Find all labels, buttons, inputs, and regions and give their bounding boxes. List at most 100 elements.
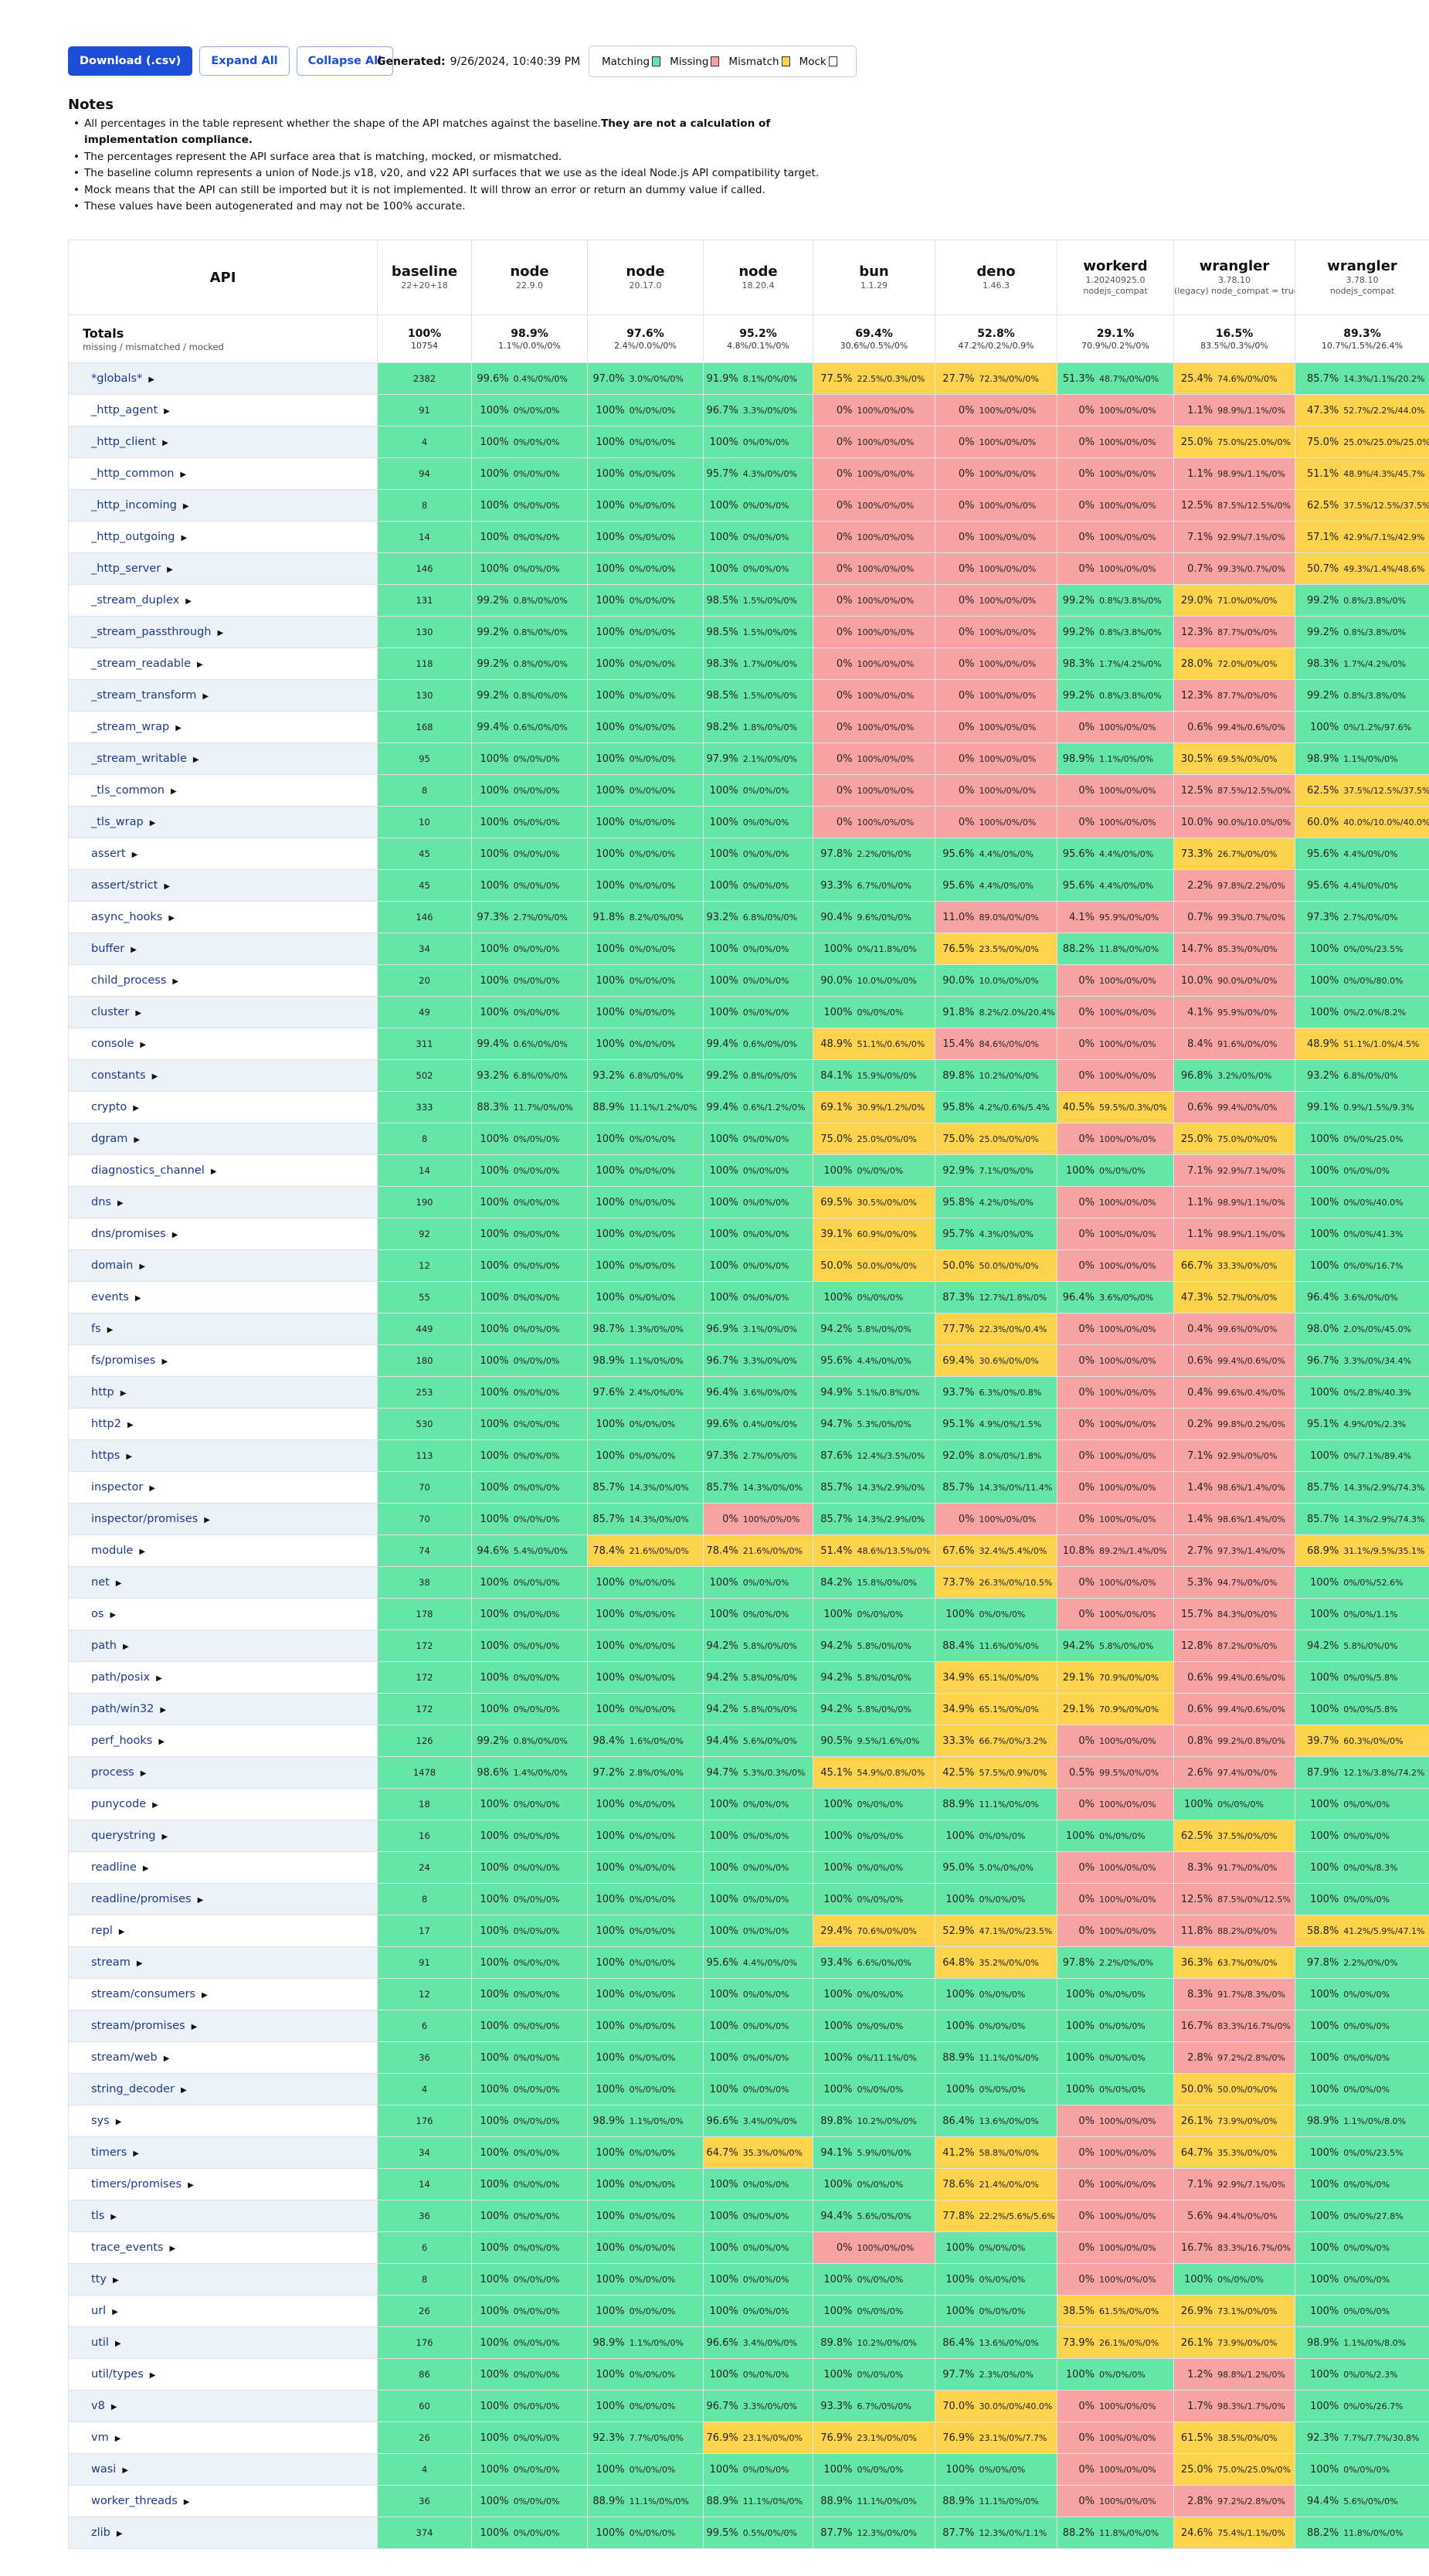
api-name-link[interactable]: v8 (91, 2400, 105, 2412)
table-row[interactable]: path/win32 ▶ 172 100% 0%/0%/0% 100% 0%/0%/0% 94… (68, 1693, 1429, 1725)
expand-arrow-icon[interactable]: ▶ (185, 597, 192, 606)
api-name-link[interactable]: _http_common (91, 467, 175, 480)
table-row[interactable]: _http_common ▶ 94 100% 0%/0%/0% 100% 0%/0%/0% 9… (68, 457, 1429, 490)
table-row[interactable]: vm ▶ 26 100% 0%/0%/0% 92.3% 7.7%/0%/0% 76.9% 23.… (68, 2421, 1429, 2454)
table-row[interactable]: diagnostics_channel ▶ 14 100% 0%/0%/0% 100% 0%… (68, 1154, 1429, 1187)
table-row[interactable]: dns/promises ▶ 92 100% 0%/0%/0% 100% 0%/0%/0% 1… (68, 1218, 1429, 1250)
api-name-link[interactable]: url (91, 2305, 107, 2317)
expand-arrow-icon[interactable]: ▶ (204, 1516, 210, 1524)
api-name-cell[interactable]: _stream_passthrough ▶ (68, 616, 378, 648)
expand-arrow-icon[interactable]: ▶ (167, 566, 173, 574)
api-name-link[interactable]: readline (91, 1861, 137, 1874)
expand-arrow-icon[interactable]: ▶ (156, 1674, 162, 1683)
api-name-link[interactable]: _stream_passthrough (91, 626, 212, 638)
api-name-cell[interactable]: path ▶ (68, 1630, 378, 1662)
api-name-cell[interactable]: _http_incoming ▶ (68, 489, 378, 522)
expand-arrow-icon[interactable]: ▶ (118, 1928, 125, 1936)
api-name-link[interactable]: module (91, 1545, 134, 1557)
api-name-cell[interactable]: _stream_transform ▶ (68, 679, 378, 712)
api-name-link[interactable]: os (91, 1608, 104, 1620)
table-row[interactable]: _http_server ▶ 146 100% 0%/0%/0% 100% 0%/0%/0%… (68, 552, 1429, 585)
column-header-bun[interactable]: bun 1.1.29 (813, 240, 935, 315)
api-name-cell[interactable]: _http_server ▶ (68, 552, 378, 585)
api-name-link[interactable]: inspector (91, 1481, 144, 1494)
api-name-cell[interactable]: inspector ▶ (68, 1471, 378, 1504)
api-name-cell[interactable]: path/win32 ▶ (68, 1693, 378, 1725)
api-name-link[interactable]: util (91, 2336, 109, 2349)
expand-arrow-icon[interactable]: ▶ (148, 376, 154, 384)
collapse-all-button[interactable]: Collapse All (296, 46, 394, 76)
table-row[interactable]: _http_incoming ▶ 8 100% 0%/0%/0% 100% 0%/0%/0%… (68, 489, 1429, 522)
api-name-link[interactable]: stream (91, 1956, 131, 1969)
api-name-cell[interactable]: _tls_wrap ▶ (68, 806, 378, 838)
download-csv-button[interactable]: Download (.csv) (68, 46, 193, 76)
api-name-cell[interactable]: trace_events ▶ (68, 2231, 378, 2264)
api-name-cell[interactable]: readline ▶ (68, 1851, 378, 1884)
table-row[interactable]: util ▶ 176 100% 0%/0%/0% 98.9% 1.1%/0%/0% 96.6%… (68, 2326, 1429, 2359)
api-name-cell[interactable]: _stream_readable ▶ (68, 647, 378, 680)
table-row[interactable]: readline/promises ▶ 8 100% 0%/0%/0% 100% 0%/0%… (68, 1883, 1429, 1915)
expand-arrow-icon[interactable]: ▶ (162, 439, 168, 447)
api-name-cell[interactable]: _stream_writable ▶ (68, 743, 378, 775)
expand-arrow-icon[interactable]: ▶ (188, 2181, 194, 2190)
api-name-link[interactable]: wasi (91, 2463, 117, 2476)
table-row[interactable]: tty ▶ 8 100% 0%/0%/0% 100% 0%/0%/0% 100% 0%/0%/0… (68, 2263, 1429, 2296)
table-row[interactable]: _stream_passthrough ▶ 130 99.2% 0.8%/0%/0% 10… (68, 616, 1429, 648)
api-name-link[interactable]: path/posix (91, 1671, 151, 1684)
expand-arrow-icon[interactable]: ▶ (191, 2023, 198, 2031)
table-row[interactable]: buffer ▶ 34 100% 0%/0%/0% 100% 0%/0%/0% 100% 0%/… (68, 933, 1429, 965)
api-name-cell[interactable]: _http_outgoing ▶ (68, 521, 378, 553)
expand-arrow-icon[interactable]: ▶ (197, 661, 203, 669)
table-row[interactable]: string_decoder ▶ 4 100% 0%/0%/0% 100% 0%/0%/0%… (68, 2073, 1429, 2105)
api-name-link[interactable]: sys (91, 2115, 110, 2127)
expand-arrow-icon[interactable]: ▶ (122, 2466, 129, 2475)
column-header-wrangler[interactable]: wrangler 3.78.10 nodejs_compat (1295, 240, 1429, 315)
api-name-link[interactable]: http2 (91, 1418, 121, 1430)
expand-arrow-icon[interactable]: ▶ (110, 2213, 117, 2221)
api-name-link[interactable]: _stream_transform (91, 689, 197, 702)
expand-arrow-icon[interactable]: ▶ (142, 1864, 149, 1873)
table-row[interactable]: timers ▶ 34 100% 0%/0%/0% 100% 0%/0%/0% 64.7% 35… (68, 2136, 1429, 2169)
expand-all-button[interactable]: Expand All (199, 46, 290, 76)
table-row[interactable]: tls ▶ 36 100% 0%/0%/0% 100% 0%/0%/0% 100% 0%/0%/… (68, 2200, 1429, 2232)
api-name-cell[interactable]: querystring ▶ (68, 1820, 378, 1852)
api-name-cell[interactable]: wasi ▶ (68, 2453, 378, 2486)
api-name-link[interactable]: *globals* (91, 372, 143, 385)
expand-arrow-icon[interactable]: ▶ (163, 2054, 170, 2063)
table-row[interactable]: constants ▶ 502 93.2% 6.8%/0%/0% 93.2% 6.8%/0%… (68, 1059, 1429, 1092)
table-row[interactable]: trace_events ▶ 6 100% 0%/0%/0% 100% 0%/0%/0% 10… (68, 2231, 1429, 2264)
api-name-cell[interactable]: punycode ▶ (68, 1788, 378, 1820)
expand-arrow-icon[interactable]: ▶ (152, 1801, 158, 1810)
api-name-link[interactable]: tls (91, 2210, 105, 2222)
api-name-link[interactable]: assert (91, 848, 126, 860)
api-name-link[interactable]: string_decoder (91, 2083, 175, 2095)
table-row[interactable]: _tls_common ▶ 8 100% 0%/0%/0% 100% 0%/0%/0% 100… (68, 774, 1429, 807)
expand-arrow-icon[interactable]: ▶ (164, 882, 171, 891)
expand-arrow-icon[interactable]: ▶ (112, 2276, 119, 2285)
table-row[interactable]: stream/consumers ▶ 12 100% 0%/0%/0% 100% 0%/0%… (68, 1978, 1429, 2010)
api-name-link[interactable]: trace_events (91, 2241, 164, 2254)
expand-arrow-icon[interactable]: ▶ (112, 2308, 118, 2316)
column-header-node[interactable]: node 20.17.0 (587, 240, 704, 315)
expand-arrow-icon[interactable]: ▶ (158, 1738, 165, 1746)
table-row[interactable]: _stream_readable ▶ 118 99.2% 0.8%/0%/0% 100% 0… (68, 647, 1429, 680)
api-name-link[interactable]: net (91, 1576, 110, 1589)
table-row[interactable]: console ▶ 311 99.4% 0.6%/0%/0% 100% 0%/0%/0% 99… (68, 1028, 1429, 1060)
api-name-link[interactable]: _tls_common (91, 784, 165, 797)
api-name-link[interactable]: domain (91, 1259, 134, 1272)
api-name-cell[interactable]: events ▶ (68, 1281, 378, 1313)
table-row[interactable]: timers/promises ▶ 14 100% 0%/0%/0% 100% 0%/0%/… (68, 2168, 1429, 2200)
api-name-cell[interactable]: process ▶ (68, 1756, 378, 1789)
api-name-link[interactable]: inspector/promises (91, 1513, 199, 1525)
table-row[interactable]: perf_hooks ▶ 126 99.2% 0.8%/0%/0% 98.4% 1.6%/0… (68, 1725, 1429, 1757)
api-name-link[interactable]: _stream_readable (91, 658, 192, 670)
table-row[interactable]: net ▶ 38 100% 0%/0%/0% 100% 0%/0%/0% 100% 0%/0%/… (68, 1566, 1429, 1599)
expand-arrow-icon[interactable]: ▶ (164, 407, 170, 416)
api-name-link[interactable]: https (91, 1449, 120, 1462)
api-name-cell[interactable]: perf_hooks ▶ (68, 1725, 378, 1757)
expand-arrow-icon[interactable]: ▶ (180, 2086, 187, 2095)
table-row[interactable]: fs/promises ▶ 180 100% 0%/0%/0% 98.9% 1.1%/0%/… (68, 1344, 1429, 1377)
expand-arrow-icon[interactable]: ▶ (181, 534, 188, 542)
expand-arrow-icon[interactable]: ▶ (180, 471, 187, 479)
api-name-link[interactable]: stream/consumers (91, 1988, 196, 2000)
